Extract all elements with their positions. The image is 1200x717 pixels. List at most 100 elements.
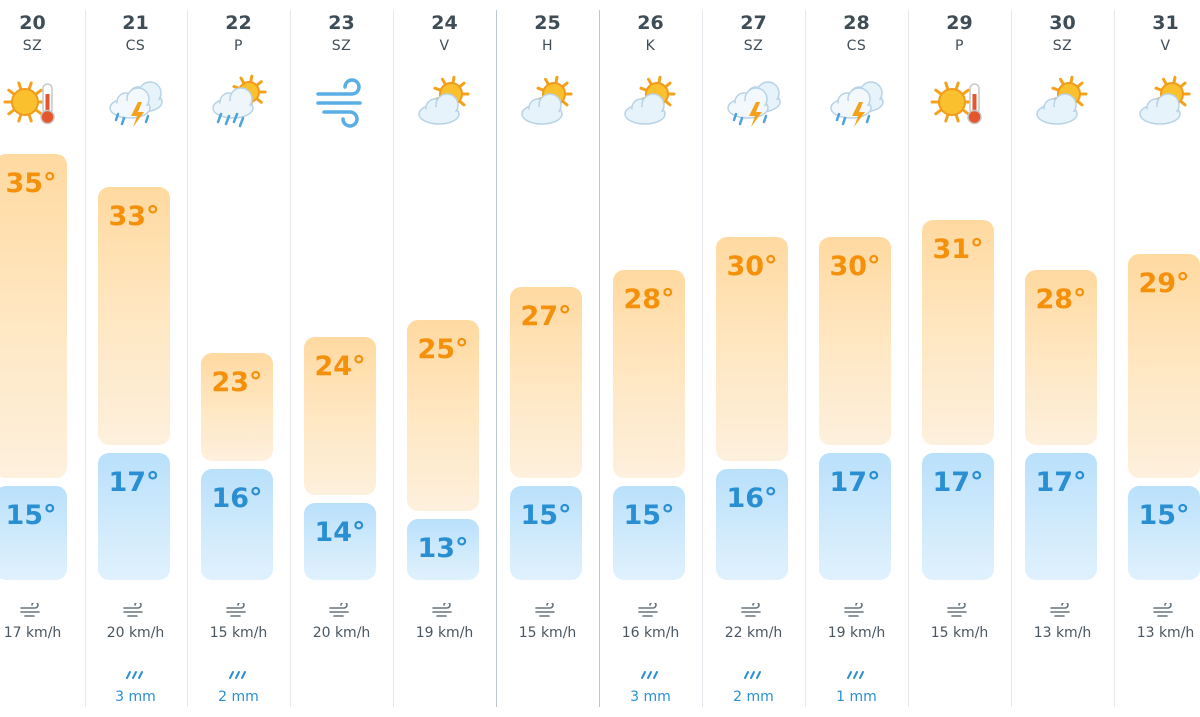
day-number: 21 — [122, 12, 149, 34]
low-temperature: 15° — [1138, 500, 1190, 531]
low-temperature-bar — [304, 502, 376, 580]
day-number: 26 — [637, 12, 664, 34]
weekday-label: H — [541, 38, 554, 54]
high-temperature: 27° — [520, 300, 572, 332]
high-temperature: 24° — [314, 350, 366, 382]
day-number: 25 — [534, 12, 561, 34]
wind-speed: 20 km/h — [106, 625, 165, 641]
weekday-label: K — [645, 38, 656, 54]
thunderstorm-rain-icon — [106, 72, 166, 132]
weekday-label: P — [955, 38, 964, 54]
rain-icon — [641, 671, 658, 679]
low-temperature-bar — [613, 486, 685, 580]
forecast-day-25[interactable]: 25 H 27° 15° 15 km/h — [496, 0, 599, 717]
wind-icon — [432, 603, 452, 617]
high-temperature-bar — [716, 237, 788, 462]
column-divider — [393, 10, 394, 707]
wind-speed: 20 km/h — [312, 625, 371, 641]
rain-icon — [744, 671, 761, 679]
wind-speed: 22 km/h — [724, 625, 783, 641]
weekday-label: CS — [125, 38, 146, 54]
high-temperature: 30° — [829, 251, 881, 282]
wind-icon — [123, 603, 143, 617]
precipitation-amount: 2 mm — [733, 689, 774, 705]
precipitation-amount: 3 mm — [630, 689, 671, 705]
weekday-label: V — [439, 38, 450, 54]
high-temperature: 33° — [108, 201, 160, 233]
weekday-label: SZ — [743, 38, 764, 54]
low-temperature: 15° — [520, 500, 572, 531]
wind-icon — [638, 603, 658, 617]
column-divider — [187, 10, 188, 707]
forecast-day-30[interactable]: 30 SZ 28° 17° 13 km/h — [1011, 0, 1114, 717]
column-divider — [1011, 10, 1012, 707]
rain-icon — [126, 671, 143, 679]
low-temperature: 17° — [932, 466, 984, 498]
forecast-day-27[interactable]: 27 SZ 30° 16° 22 km/h 2 mm — [702, 0, 805, 717]
wind-icon — [1050, 603, 1070, 617]
partly-cloudy-icon — [518, 72, 578, 132]
wind-speed: 19 km/h — [827, 625, 886, 641]
day-number: 24 — [431, 12, 458, 34]
low-temperature-bar — [716, 469, 788, 580]
column-divider — [85, 10, 86, 707]
column-divider — [290, 10, 291, 707]
day-number: 28 — [843, 12, 870, 34]
forecast-day-23[interactable]: 23 SZ 24° 14° 20 km/h — [290, 0, 393, 717]
partly-cloudy-icon — [621, 72, 681, 132]
forecast-day-20[interactable]: 20 SZ 35° 15° 17 km/h — [0, 0, 84, 717]
wind-icon — [312, 72, 372, 132]
low-temperature-bar — [98, 452, 170, 580]
forecast-day-29[interactable]: 29 P 31° 17° 15 km/h — [908, 0, 1011, 717]
high-temperature-bar — [304, 336, 376, 495]
weekday-label: CS — [846, 38, 867, 54]
forecast-day-31[interactable]: 31 V 29° 15° 13 km/h — [1114, 0, 1200, 717]
wind-speed: 15 km/h — [930, 625, 989, 641]
high-temperature-bar — [819, 237, 891, 445]
wind-icon — [226, 603, 246, 617]
wind-icon — [947, 603, 967, 617]
high-temperature-bar — [510, 286, 582, 478]
forecast-day-22[interactable]: 22 P 23° 16° 15 km/h 2 mm — [187, 0, 290, 717]
column-divider — [599, 10, 600, 707]
forecast-day-21[interactable]: 21 CS 33° 17° 20 km/h 3 mm — [84, 0, 187, 717]
column-divider — [496, 10, 497, 707]
weekday-label: P — [234, 38, 243, 54]
partly-cloudy-icon — [415, 72, 475, 132]
low-temperature: 17° — [1035, 466, 1087, 498]
low-temperature: 14° — [314, 516, 366, 548]
rain-icon — [847, 671, 864, 679]
weekday-label: SZ — [331, 38, 352, 54]
wind-icon — [1153, 603, 1173, 617]
low-temperature-bar — [201, 469, 273, 580]
forecast-day-24[interactable]: 24 V 25° 13° 19 km/h — [393, 0, 496, 717]
high-temperature: 29° — [1138, 267, 1190, 299]
high-temperature: 31° — [932, 234, 984, 266]
high-temperature: 35° — [5, 168, 57, 199]
weekday-label: V — [1160, 38, 1171, 54]
wind-speed: 17 km/h — [3, 625, 62, 641]
low-temperature: 16° — [726, 483, 778, 515]
wind-icon — [329, 603, 349, 617]
precipitation-amount: 1 mm — [836, 689, 877, 705]
low-temperature-bar — [510, 486, 582, 580]
low-temperature: 15° — [5, 500, 57, 531]
high-temperature-bar — [613, 270, 685, 478]
low-temperature: 17° — [108, 466, 160, 498]
low-temperature-bar — [0, 486, 67, 580]
wind-speed: 15 km/h — [209, 625, 268, 641]
high-temperature: 28° — [623, 284, 675, 316]
wind-icon — [844, 603, 864, 617]
day-number: 20 — [19, 12, 46, 34]
forecast-day-26[interactable]: 26 K 28° 15° 16 km/h 3 mm — [599, 0, 702, 717]
forecast-day-28[interactable]: 28 CS 30° 17° 19 km/h 1 mm — [805, 0, 908, 717]
day-number: 29 — [946, 12, 973, 34]
rain-icon — [229, 671, 246, 679]
thunderstorm-rain-icon — [724, 72, 784, 132]
wind-speed: 15 km/h — [518, 625, 577, 641]
wind-speed: 13 km/h — [1033, 625, 1092, 641]
thunderstorm-rain-icon — [827, 72, 887, 132]
low-temperature-bar — [819, 452, 891, 580]
precipitation-amount: 3 mm — [115, 689, 156, 705]
